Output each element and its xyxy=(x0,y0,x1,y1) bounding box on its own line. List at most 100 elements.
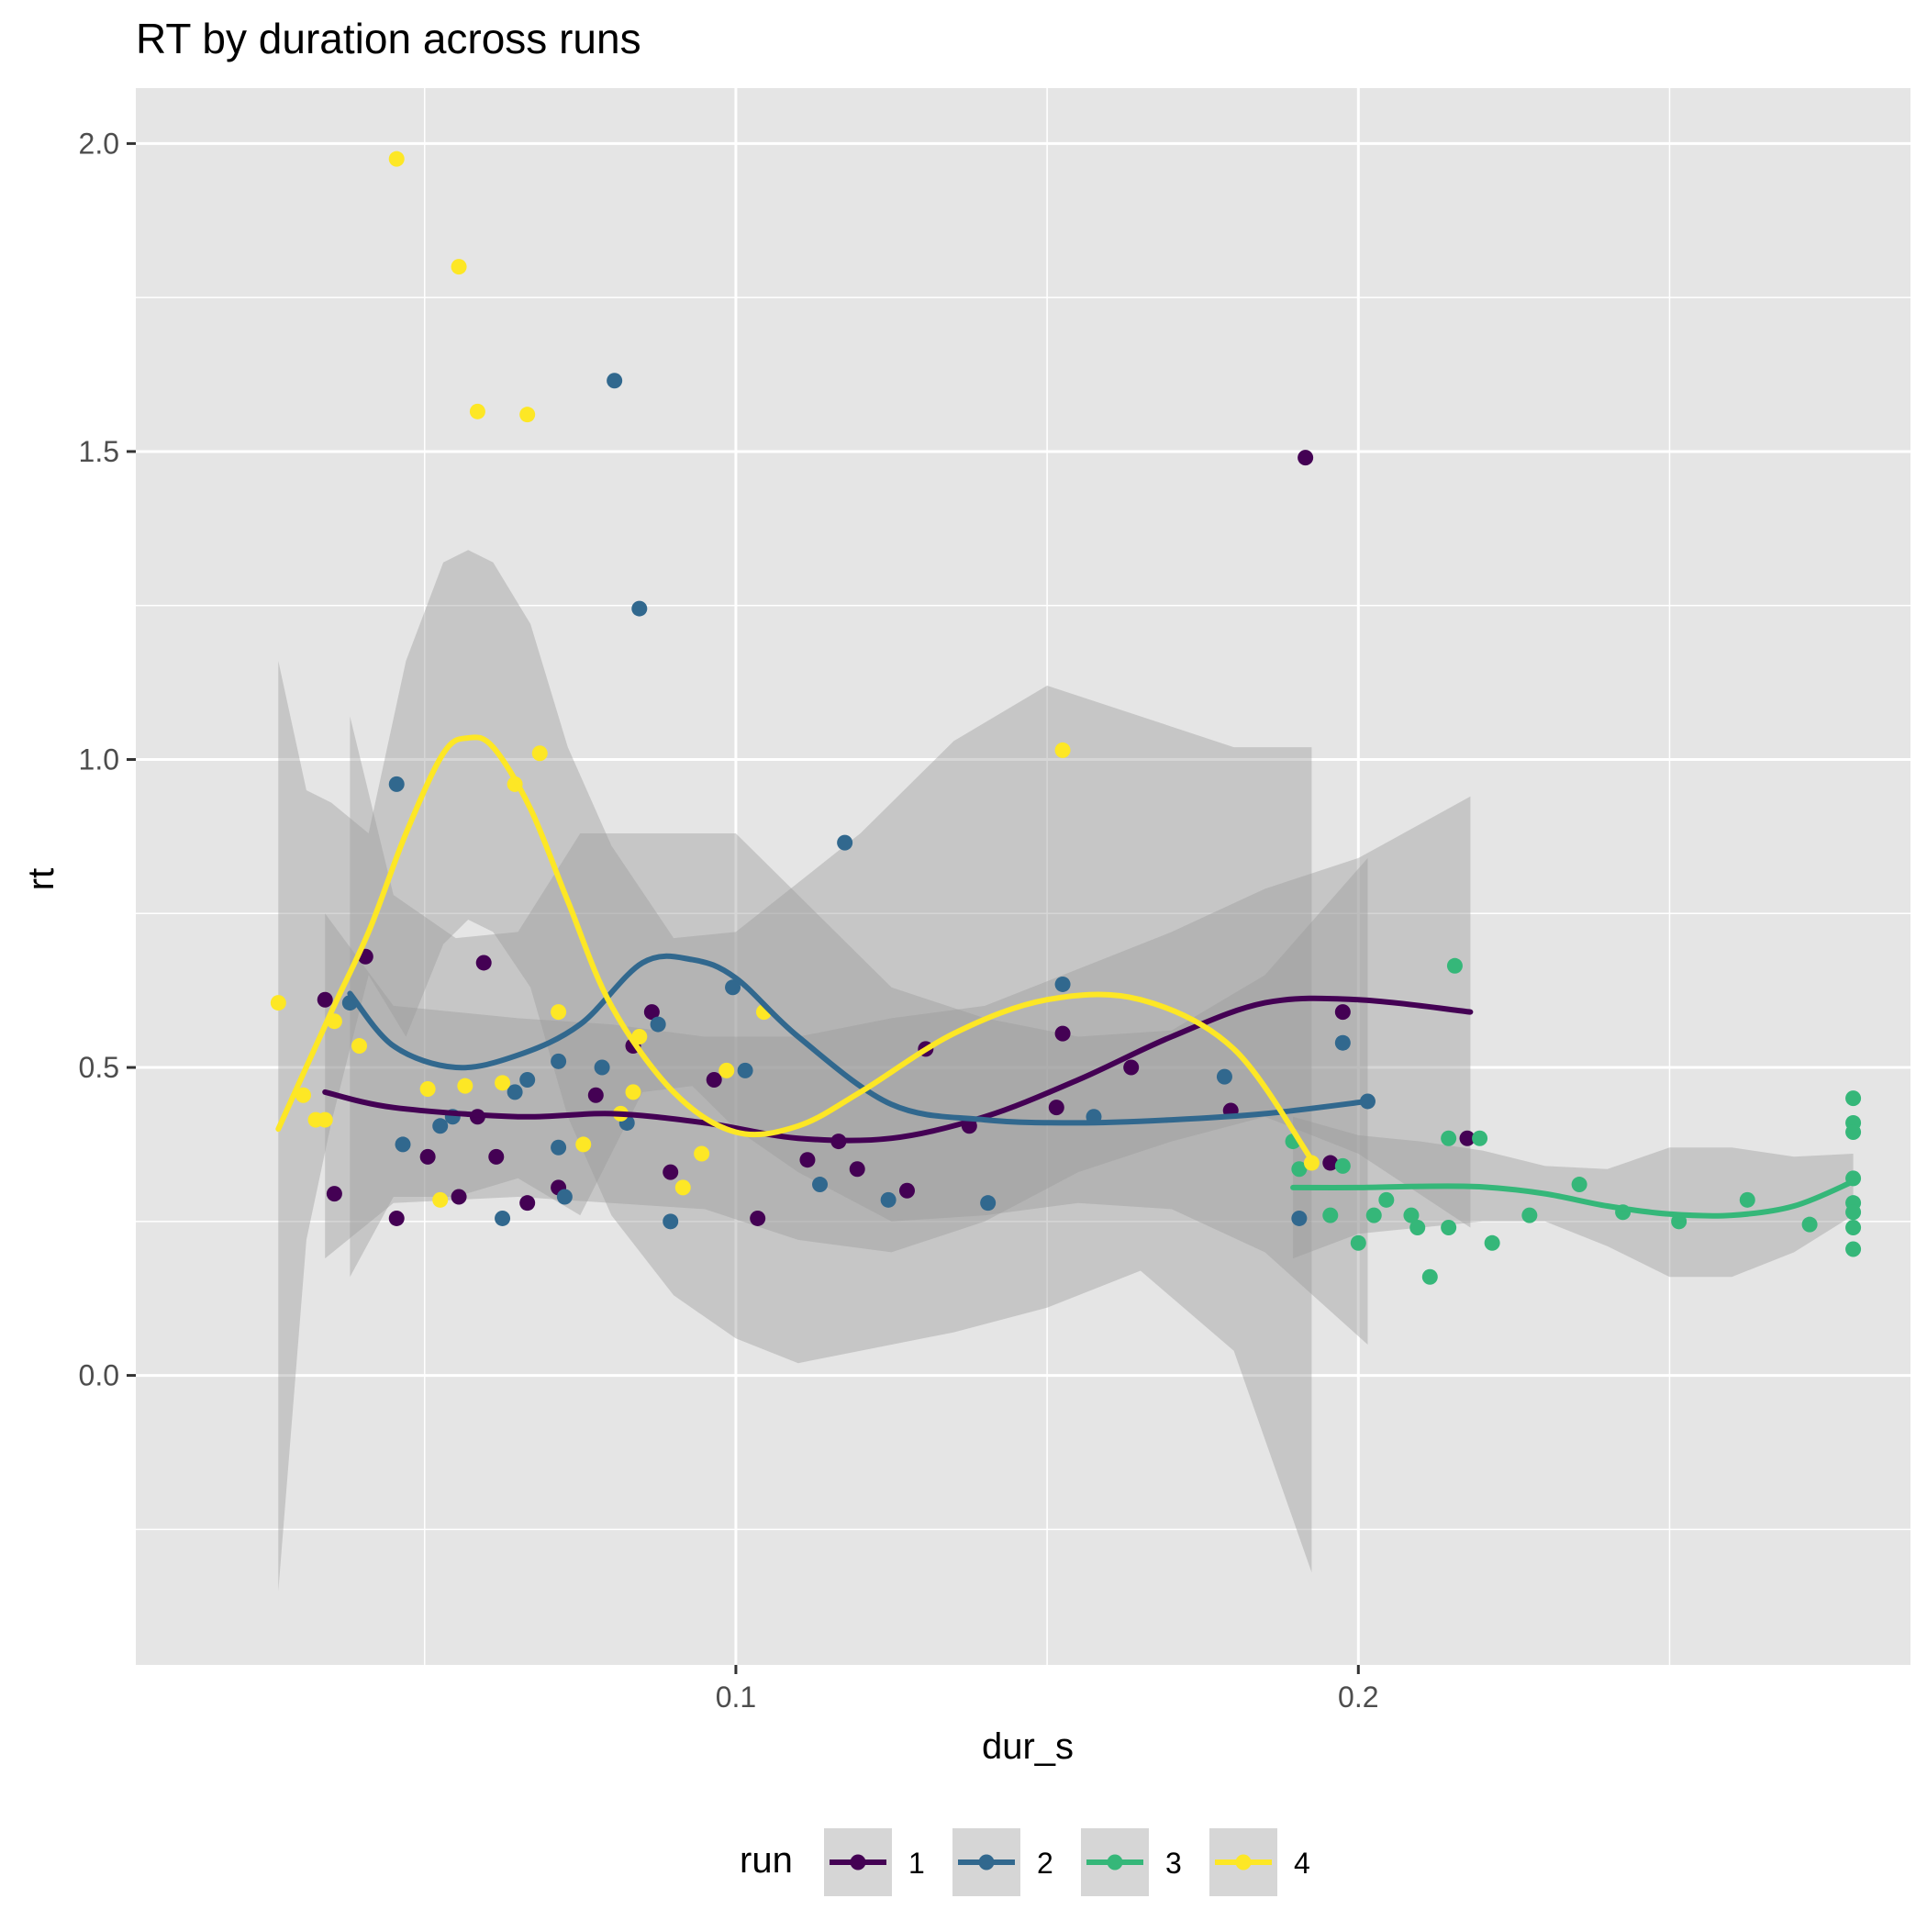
legend: run 1 2 3 4 xyxy=(740,1828,1310,1896)
data-point-run-3 xyxy=(1421,1268,1438,1285)
smooth-line-run-3 xyxy=(1290,1178,1856,1219)
data-point-run-1 xyxy=(643,1004,660,1021)
legend-point-run-3 xyxy=(1107,1854,1123,1871)
data-point-run-2 xyxy=(880,1191,897,1208)
data-point-run-4 xyxy=(575,1136,592,1153)
data-point-run-2 xyxy=(551,1053,567,1069)
smooth-lines xyxy=(275,734,1856,1219)
smooth-line-run-1 xyxy=(322,995,1474,1144)
data-point-run-4 xyxy=(317,1111,333,1128)
data-point-run-2 xyxy=(837,834,853,851)
data-point-run-2 xyxy=(395,1136,411,1153)
data-point-run-2 xyxy=(663,1213,679,1230)
data-point-run-4 xyxy=(388,151,405,167)
data-point-run-4 xyxy=(625,1084,641,1100)
data-point-run-3 xyxy=(1845,1220,1862,1236)
data-point-run-4 xyxy=(495,1075,511,1091)
data-point-run-4 xyxy=(674,1179,691,1196)
data-point-run-4 xyxy=(432,1191,449,1208)
data-point-run-3 xyxy=(1365,1207,1382,1223)
legend-point-run-2 xyxy=(978,1854,995,1871)
legend-label-run-2: 2 xyxy=(1037,1847,1053,1880)
axes: 0.1 0.2 0.0 0.5 1.0 1.5 2.0 xyxy=(79,127,1379,1714)
data-point-run-4 xyxy=(531,745,548,762)
data-point-run-3 xyxy=(1472,1130,1488,1146)
data-point-run-2 xyxy=(650,1016,666,1033)
y-tick-label: 1.5 xyxy=(79,435,119,468)
data-point-run-1 xyxy=(898,1182,915,1199)
data-point-run-2 xyxy=(631,600,648,617)
data-point-run-1 xyxy=(326,1186,342,1202)
data-point-run-1 xyxy=(1048,1100,1064,1116)
data-point-run-1 xyxy=(1459,1130,1476,1146)
legend-point-run-1 xyxy=(850,1854,866,1871)
x-tick-label: 0.2 xyxy=(1338,1681,1378,1714)
data-point-run-1 xyxy=(317,991,333,1008)
data-point-run-1 xyxy=(849,1161,865,1178)
data-point-run-2 xyxy=(1334,1034,1351,1051)
legend-point-run-4 xyxy=(1235,1854,1252,1871)
data-point-run-1 xyxy=(451,1189,467,1205)
data-point-run-3 xyxy=(1378,1191,1395,1208)
data-point-run-4 xyxy=(419,1081,436,1098)
y-tick-label: 2.0 xyxy=(79,127,119,160)
data-point-run-1 xyxy=(419,1148,436,1165)
data-point-run-2 xyxy=(980,1195,997,1212)
confidence-band-run-2 xyxy=(350,716,1368,1345)
data-point-run-3 xyxy=(1409,1220,1426,1236)
data-point-run-2 xyxy=(1291,1210,1308,1226)
data-point-run-1 xyxy=(663,1164,679,1180)
data-point-run-3 xyxy=(1322,1207,1339,1223)
data-point-run-4 xyxy=(1054,742,1071,758)
data-point-run-3 xyxy=(1571,1177,1587,1193)
data-point-run-3 xyxy=(1845,1124,1862,1141)
data-point-run-3 xyxy=(1291,1161,1308,1178)
plot-panel xyxy=(136,88,1910,1665)
data-point-run-2 xyxy=(495,1210,511,1226)
x-axis-title: dur_s xyxy=(982,1726,1074,1767)
y-tick-label: 0.0 xyxy=(79,1359,119,1392)
data-point-run-1 xyxy=(475,955,492,971)
data-point-run-2 xyxy=(1054,976,1071,992)
legend-label-run-1: 1 xyxy=(908,1847,925,1880)
data-point-run-2 xyxy=(594,1059,610,1076)
data-point-run-4 xyxy=(295,1087,311,1103)
data-point-run-4 xyxy=(551,1004,567,1021)
data-point-run-3 xyxy=(1403,1207,1420,1223)
data-point-run-1 xyxy=(1123,1059,1140,1076)
data-point-run-2 xyxy=(812,1177,829,1193)
legend-label-run-3: 3 xyxy=(1165,1847,1182,1880)
y-axis-title: rt xyxy=(21,868,61,890)
confidence-bands xyxy=(278,550,1854,1591)
data-point-run-3 xyxy=(1446,957,1463,974)
data-point-run-4 xyxy=(351,1038,368,1055)
legend-title: run xyxy=(740,1840,793,1881)
panel-background xyxy=(136,88,1910,1665)
data-point-run-4 xyxy=(1303,1155,1320,1171)
data-point-run-2 xyxy=(507,1084,523,1100)
data-point-run-4 xyxy=(457,1078,473,1094)
data-point-run-1 xyxy=(1054,1025,1071,1042)
data-point-run-4 xyxy=(694,1145,710,1162)
data-point-run-4 xyxy=(451,259,467,275)
data-point-run-2 xyxy=(1216,1068,1232,1085)
data-point-run-2 xyxy=(556,1189,573,1205)
data-point-run-3 xyxy=(1441,1220,1457,1236)
smooth-line-run-2 xyxy=(347,953,1371,1126)
data-point-run-4 xyxy=(270,995,286,1011)
data-point-run-1 xyxy=(587,1087,604,1103)
smooth-line-run-4 xyxy=(275,734,1315,1163)
data-point-run-2 xyxy=(725,979,741,996)
confidence-band-run-4 xyxy=(278,550,1312,1591)
data-point-run-2 xyxy=(607,373,623,389)
x-tick-label: 0.1 xyxy=(716,1681,756,1714)
legend-label-run-4: 4 xyxy=(1294,1847,1310,1880)
data-point-run-4 xyxy=(469,403,485,419)
y-tick-label: 1.0 xyxy=(79,743,119,776)
confidence-band-run-1 xyxy=(325,796,1471,1259)
data-point-run-3 xyxy=(1441,1130,1457,1146)
data-point-run-1 xyxy=(1298,450,1314,466)
data-point-run-3 xyxy=(1334,1157,1351,1174)
